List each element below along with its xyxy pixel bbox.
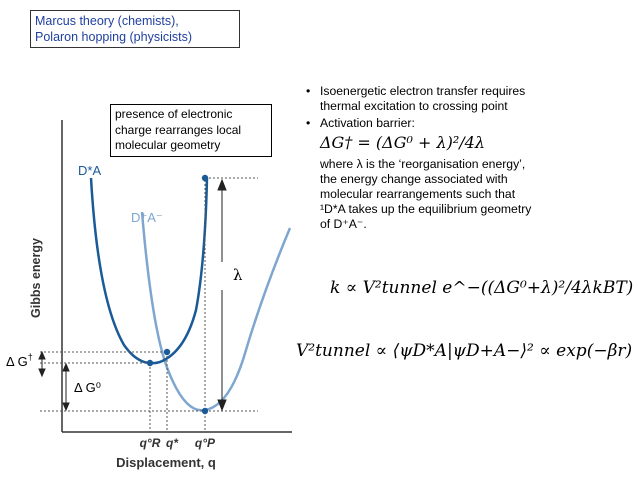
bullet-1-line-2: thermal excitation to crossing point [320, 99, 508, 113]
x-tick-qr: q°R [140, 436, 161, 450]
lambda-arrow [217, 178, 227, 412]
geometry-note-box: presence of electronic charge rearranges… [110, 104, 272, 157]
rate-formula: k ∝ V²tunnel e^−((ΔG⁰+λ)²/4λkBT) [330, 278, 634, 298]
product-minimum-point [201, 407, 209, 415]
x-tick-qstar: q* [166, 436, 179, 450]
vertical-transition-point [201, 174, 209, 182]
activation-arrow [38, 350, 46, 378]
y-axis-label: Gibbs energy [29, 238, 43, 318]
bullet-dot-icon: • [306, 84, 311, 98]
title-box: Marcus theory (chemists), Polaron hoppin… [30, 10, 240, 48]
reactant-curve-label: D*A [78, 163, 101, 178]
crossing-point [163, 348, 171, 356]
bullet-2-line-1: Activation barrier: [320, 116, 415, 130]
lambda-label: λ [233, 266, 243, 284]
product-curve-label: D⁺A⁻ [131, 210, 163, 225]
explain-line-4: ¹D*A takes up the equilibrium geometry [320, 202, 532, 216]
bullet-activation: • Activation barrier: [306, 116, 606, 131]
title-line-2: Polaron hopping (physicists) [35, 30, 193, 44]
explain-line-2: the energy change associated with [320, 172, 508, 186]
product-curve [140, 211, 292, 412]
dg0-arrow [62, 362, 70, 412]
activation-barrier-formula: ΔG† = (ΔG⁰ + λ)²/4λ [320, 133, 485, 152]
reorganisation-explanation: where λ is the ‘reorganisation energy’, … [320, 157, 610, 232]
tunnel-overlap-formula: V²tunnel ∝ ⟨ψD*A|ψD+A−⟩² ∝ exp(−βr) [296, 341, 633, 361]
dg0-label: Δ G⁰ [74, 380, 101, 395]
marcus-plot: λ Δ G† Δ G⁰ D*A D⁺A⁻ Gibbs energy Displa… [6, 120, 292, 470]
bullet-dot-icon: • [306, 116, 311, 130]
geometry-line-1: presence of electronic [115, 107, 233, 121]
explain-line-1: where λ is the ‘reorganisation energy’, [320, 157, 526, 171]
reactant-minimum-point [146, 359, 154, 367]
explain-line-3: molecular rearrangements such that [320, 187, 516, 201]
geometry-line-2: charge rearranges local [115, 122, 242, 137]
geometry-line-3: molecular geometry [115, 138, 221, 152]
reactant-curve [89, 177, 209, 365]
x-axis-label: Displacement, q [116, 455, 216, 470]
title-line-1: Marcus theory (chemists), [35, 14, 179, 28]
guide-lines [40, 180, 206, 432]
bullet-isoenergetic: • Isoenergetic electron transfer requires… [306, 84, 606, 114]
activation-energy-label: Δ G† [6, 352, 33, 369]
bullet-1-line-1: Isoenergetic electron transfer requires [320, 84, 526, 98]
explain-line-5: of D⁺A⁻. [320, 217, 367, 231]
x-tick-qp: q°P [195, 436, 216, 450]
